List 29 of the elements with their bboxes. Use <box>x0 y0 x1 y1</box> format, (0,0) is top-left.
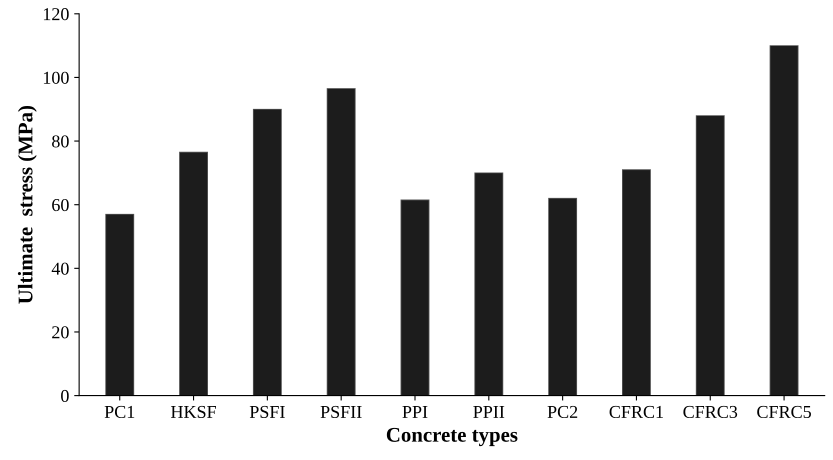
y-tick-label: 120 <box>44 8 69 20</box>
x-tick-label: PSFI <box>250 406 285 418</box>
x-tick-label: CFRC5 <box>757 406 811 418</box>
bar <box>696 115 725 396</box>
x-tick-label: PPII <box>473 406 504 418</box>
x-axis-title: Concrete types <box>386 428 518 446</box>
bar <box>179 152 208 396</box>
x-tick-label: PC1 <box>104 406 134 418</box>
bar <box>548 198 578 396</box>
bar <box>770 45 799 396</box>
y-tick-label: 100 <box>44 72 69 84</box>
bar <box>400 200 430 396</box>
x-tick-label: PPI <box>402 406 428 418</box>
y-tick-label: 80 <box>52 135 69 148</box>
bar <box>326 88 356 396</box>
x-tick-label: PC2 <box>548 406 578 418</box>
y-tick-label: 60 <box>52 198 69 212</box>
bar <box>622 169 651 396</box>
x-tick-label: PSFII <box>320 406 362 418</box>
x-tick-label: CFRC1 <box>610 406 663 418</box>
y-tick-label: 20 <box>52 326 69 338</box>
bar <box>252 108 282 396</box>
bar <box>105 214 134 396</box>
x-tick-label: CFRC3 <box>683 406 738 418</box>
x-tick-label: HKSF <box>170 406 216 418</box>
bar <box>474 172 504 396</box>
y-tick-label: 40 <box>52 262 69 275</box>
y-axis-title: Ultimate stress (MPa) <box>18 106 37 304</box>
y-tick-label: 0 <box>61 390 69 402</box>
